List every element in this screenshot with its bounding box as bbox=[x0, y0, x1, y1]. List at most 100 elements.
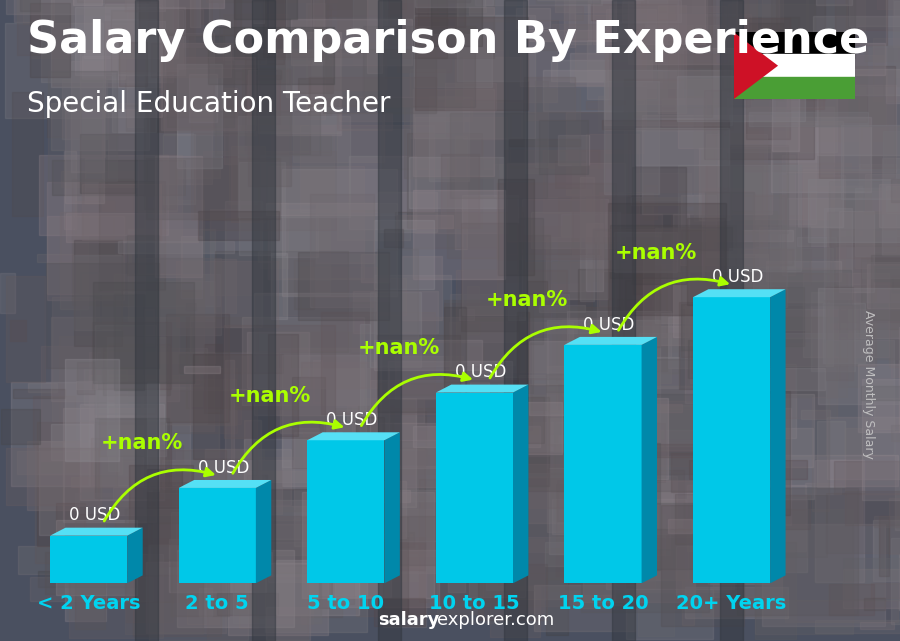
Bar bbox=[280, 210, 380, 250]
Bar bbox=[115, 459, 141, 544]
Bar bbox=[307, 455, 433, 569]
Bar bbox=[827, 417, 900, 479]
Bar bbox=[375, 481, 406, 538]
Bar bbox=[459, 309, 474, 320]
Bar bbox=[685, 304, 743, 403]
Bar bbox=[0, 273, 15, 313]
Bar bbox=[726, 47, 776, 67]
Bar bbox=[114, 294, 144, 390]
Bar bbox=[454, 0, 504, 112]
Bar bbox=[825, 340, 894, 454]
Bar bbox=[547, 410, 564, 531]
Bar bbox=[217, 593, 278, 615]
Bar bbox=[816, 0, 851, 5]
Bar bbox=[504, 0, 526, 641]
Bar bbox=[825, 492, 900, 553]
Bar bbox=[833, 461, 900, 494]
Bar bbox=[545, 548, 568, 635]
Bar bbox=[85, 0, 178, 58]
Bar bbox=[381, 496, 482, 614]
Bar bbox=[222, 13, 288, 83]
Bar bbox=[404, 99, 525, 178]
Bar bbox=[572, 165, 604, 257]
Bar bbox=[662, 98, 706, 126]
Bar bbox=[861, 126, 900, 168]
Bar bbox=[532, 338, 548, 385]
Bar bbox=[580, 476, 677, 529]
Bar bbox=[350, 301, 389, 353]
Bar bbox=[193, 354, 252, 460]
Bar bbox=[626, 589, 713, 639]
Bar bbox=[499, 385, 557, 445]
Bar bbox=[543, 69, 676, 111]
Bar bbox=[652, 529, 738, 569]
Text: Salary Comparison By Experience: Salary Comparison By Experience bbox=[27, 19, 869, 62]
Bar bbox=[367, 0, 382, 73]
Bar bbox=[549, 468, 652, 554]
Bar bbox=[169, 538, 266, 592]
Bar bbox=[205, 0, 338, 3]
Bar bbox=[702, 188, 744, 279]
Bar bbox=[299, 78, 334, 93]
Bar bbox=[479, 564, 547, 620]
Bar bbox=[247, 75, 280, 124]
Bar bbox=[225, 201, 262, 328]
Bar bbox=[646, 0, 679, 88]
Bar bbox=[49, 71, 117, 181]
Bar bbox=[547, 285, 585, 312]
Bar bbox=[632, 167, 686, 285]
Bar bbox=[389, 508, 433, 559]
Bar bbox=[151, 43, 230, 78]
Bar bbox=[338, 97, 472, 121]
Bar bbox=[132, 575, 221, 636]
Bar bbox=[389, 0, 406, 13]
Bar bbox=[567, 423, 665, 482]
Bar bbox=[333, 551, 438, 608]
Bar bbox=[353, 292, 437, 333]
Bar bbox=[694, 17, 798, 99]
Bar bbox=[292, 378, 325, 468]
Bar bbox=[762, 524, 885, 626]
Bar bbox=[356, 543, 425, 616]
Bar bbox=[321, 312, 435, 414]
Bar bbox=[153, 201, 204, 308]
Bar bbox=[743, 333, 869, 458]
Bar bbox=[770, 60, 837, 75]
Bar bbox=[874, 516, 900, 528]
Bar bbox=[263, 0, 367, 57]
Bar bbox=[353, 0, 387, 67]
Bar bbox=[107, 337, 166, 456]
Bar bbox=[805, 483, 841, 494]
Bar bbox=[80, 404, 164, 499]
Bar bbox=[415, 17, 528, 110]
FancyBboxPatch shape bbox=[436, 392, 513, 583]
Bar bbox=[891, 179, 900, 203]
Bar bbox=[463, 195, 518, 315]
FancyBboxPatch shape bbox=[179, 488, 256, 583]
Bar bbox=[519, 375, 627, 412]
Bar bbox=[846, 0, 900, 29]
Bar bbox=[441, 154, 479, 228]
Bar bbox=[706, 192, 754, 278]
Bar bbox=[149, 0, 266, 35]
Bar bbox=[47, 99, 81, 137]
Bar bbox=[660, 465, 672, 503]
Bar bbox=[598, 192, 652, 306]
Bar bbox=[228, 563, 328, 635]
Bar bbox=[52, 0, 137, 86]
Bar bbox=[177, 64, 222, 169]
Bar bbox=[860, 87, 900, 168]
Bar bbox=[547, 366, 573, 452]
Bar bbox=[39, 156, 168, 235]
Bar bbox=[825, 287, 874, 365]
Bar bbox=[46, 263, 159, 368]
Bar bbox=[508, 537, 615, 599]
Bar bbox=[759, 228, 810, 330]
Bar bbox=[609, 6, 726, 104]
Bar bbox=[634, 128, 729, 165]
Bar bbox=[662, 504, 743, 626]
Bar bbox=[274, 519, 369, 578]
Bar bbox=[588, 0, 706, 40]
Bar bbox=[620, 398, 668, 479]
Bar bbox=[176, 550, 294, 626]
